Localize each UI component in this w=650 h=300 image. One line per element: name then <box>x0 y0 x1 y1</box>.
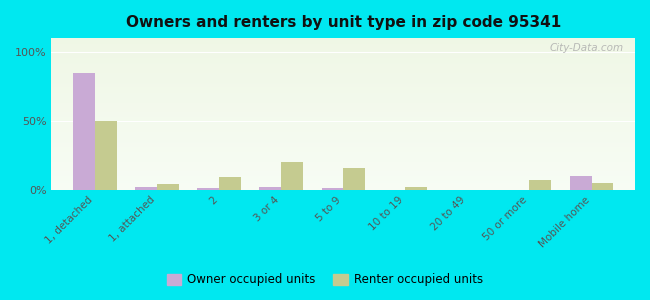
Bar <box>570 176 592 190</box>
Title: Owners and renters by unit type in zip code 95341: Owners and renters by unit type in zip c… <box>125 15 561 30</box>
Bar <box>343 168 365 190</box>
Text: City-Data.com: City-Data.com <box>549 43 623 53</box>
Bar <box>135 187 157 190</box>
Bar <box>406 187 427 190</box>
Bar <box>95 121 116 190</box>
Bar <box>157 184 179 190</box>
Bar <box>198 188 219 190</box>
Bar <box>322 188 343 190</box>
Bar <box>259 187 281 190</box>
Bar <box>530 180 551 190</box>
Bar <box>73 73 95 190</box>
Bar <box>219 177 240 190</box>
Bar <box>281 162 303 190</box>
Legend: Owner occupied units, Renter occupied units: Owner occupied units, Renter occupied un… <box>162 269 488 291</box>
Bar <box>592 183 613 190</box>
